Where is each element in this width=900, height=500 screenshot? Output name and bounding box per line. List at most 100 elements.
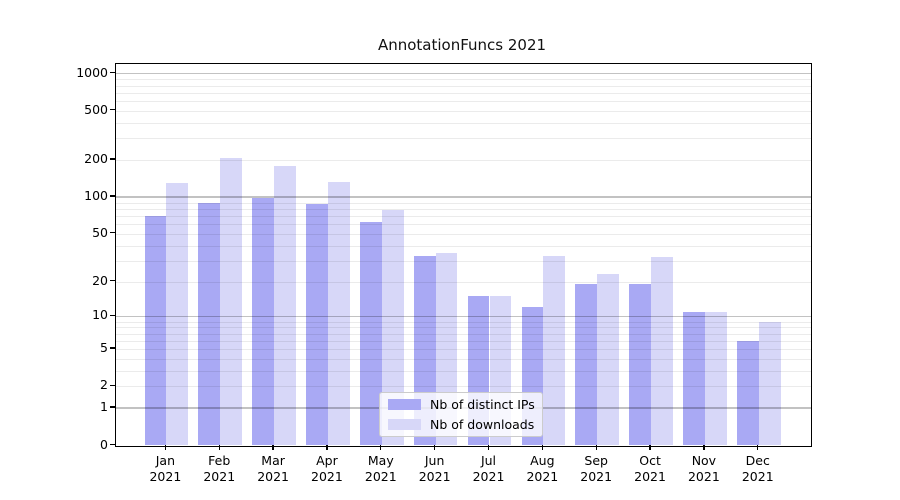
gridline-minor — [116, 321, 811, 323]
x-tick — [218, 444, 220, 450]
x-tick-label-month: Jun — [424, 452, 445, 468]
gridline-minor — [116, 224, 811, 226]
gridline-minor — [116, 92, 811, 94]
x-tick-label-month: Aug — [530, 452, 555, 468]
gridline-minor — [116, 260, 811, 262]
gridline-minor — [116, 215, 811, 217]
chart-title: AnnotationFuncs 2021 — [377, 36, 547, 54]
bar-ips-dec — [736, 340, 759, 446]
bar-downloads-apr — [327, 182, 350, 446]
legend-label-distinct-ips: Nb of distinct IPs — [430, 397, 535, 412]
bar-downloads-feb — [220, 157, 243, 446]
x-tick — [649, 444, 651, 450]
y-tick — [110, 443, 115, 446]
x-tick-label: Nov 2021 — [674, 453, 734, 485]
gridline-minor — [116, 79, 811, 81]
x-tick-label-year: 2021 — [687, 468, 720, 484]
x-tick-label-month: Jan — [155, 452, 176, 468]
x-tick-label: Sep 2021 — [566, 453, 626, 485]
y-tick-label: 1 — [100, 399, 108, 415]
y-tick — [110, 314, 115, 317]
y-tick — [110, 347, 115, 349]
y-tick-label: 10 — [92, 307, 108, 323]
legend-label-downloads: Nb of downloads — [430, 417, 535, 432]
bar-ips-feb — [198, 202, 221, 446]
x-tick — [595, 444, 597, 450]
y-tick-label: 50 — [92, 224, 108, 240]
x-tick-label: Feb 2021 — [189, 453, 249, 485]
bar-downloads-oct — [651, 257, 673, 446]
x-tick-label-month: Jul — [480, 452, 497, 468]
bar-ips-mar — [252, 198, 275, 446]
bar-downloads-may — [381, 210, 404, 446]
gridline-minor — [116, 281, 811, 283]
bar-ips-jan — [144, 215, 167, 446]
y-tick — [110, 232, 115, 234]
gridline-minor — [116, 100, 811, 102]
gridline-minor — [116, 159, 811, 161]
gridline-minor — [116, 233, 811, 235]
y-tick — [110, 279, 115, 282]
legend-item-downloads: Nb of downloads — [386, 417, 536, 432]
bar-downloads-dec — [758, 321, 781, 446]
x-tick-label-month: Oct — [639, 452, 661, 468]
x-tick-label: Oct 2021 — [620, 453, 680, 485]
x-tick-label: Mar 2021 — [243, 453, 303, 485]
y-tick-label: 100 — [84, 188, 108, 203]
y-tick-label: 200 — [84, 150, 108, 166]
gridline-minor — [116, 340, 811, 342]
x-tick-label-year: 2021 — [526, 468, 559, 484]
x-tick-label-year: 2021 — [472, 468, 505, 484]
gridline-minor — [116, 358, 811, 360]
x-tick — [380, 444, 382, 450]
gridline-minor — [116, 122, 811, 124]
gridline-minor — [116, 327, 811, 329]
x-tick — [541, 444, 544, 450]
y-tick — [110, 406, 115, 408]
x-tick-label: Apr 2021 — [297, 453, 357, 485]
x-tick-label-year: 2021 — [149, 468, 182, 484]
x-tick — [272, 444, 274, 450]
x-tick-label-year: 2021 — [741, 468, 774, 484]
x-tick — [487, 444, 490, 450]
x-tick — [703, 444, 705, 450]
y-tick-label: 1000 — [76, 64, 108, 80]
legend-swatch-downloads-icon — [388, 419, 421, 430]
bar-downloads-aug — [543, 255, 566, 446]
x-tick-label-month: Mar — [261, 452, 285, 468]
plot-area — [115, 62, 812, 447]
bar-ips-may — [360, 221, 382, 446]
gridline-major — [116, 315, 811, 318]
x-tick-label: Jan 2021 — [135, 453, 195, 485]
bar-downloads-mar — [274, 165, 296, 446]
x-tick — [326, 444, 328, 450]
x-tick-label: May 2021 — [351, 453, 411, 485]
x-tick-label-month: Apr — [316, 452, 338, 468]
gridline-minor — [116, 85, 811, 87]
gridline-minor — [116, 349, 811, 351]
x-tick-label-month: May — [367, 452, 394, 468]
gridline-major — [116, 72, 811, 75]
legend-swatch-distinct-ips-icon — [388, 399, 421, 410]
x-tick-label-year: 2021 — [580, 468, 613, 484]
x-tick-label-year: 2021 — [203, 468, 236, 484]
x-tick-label-month: Sep — [584, 452, 608, 468]
y-tick-label: 500 — [84, 101, 108, 117]
x-tick-label: Jul 2021 — [459, 453, 519, 485]
x-tick-label-year: 2021 — [311, 468, 343, 484]
x-tick-label: Dec 2021 — [728, 453, 788, 485]
bar-ips-nov — [683, 311, 705, 446]
bar-downloads-nov — [704, 311, 727, 446]
y-tick-label: 2 — [100, 377, 108, 393]
gridline-major — [116, 196, 811, 198]
y-tick — [110, 158, 115, 160]
x-tick-label-month: Dec — [745, 452, 770, 468]
x-tick — [757, 444, 759, 450]
x-tick — [433, 444, 436, 450]
bar-ips-sep — [575, 284, 598, 446]
x-tick-label-year: 2021 — [634, 468, 666, 484]
bar-ips-apr — [306, 203, 328, 446]
y-tick-label: 5 — [100, 340, 108, 356]
y-tick — [110, 71, 115, 74]
gridline-minor — [116, 138, 811, 140]
